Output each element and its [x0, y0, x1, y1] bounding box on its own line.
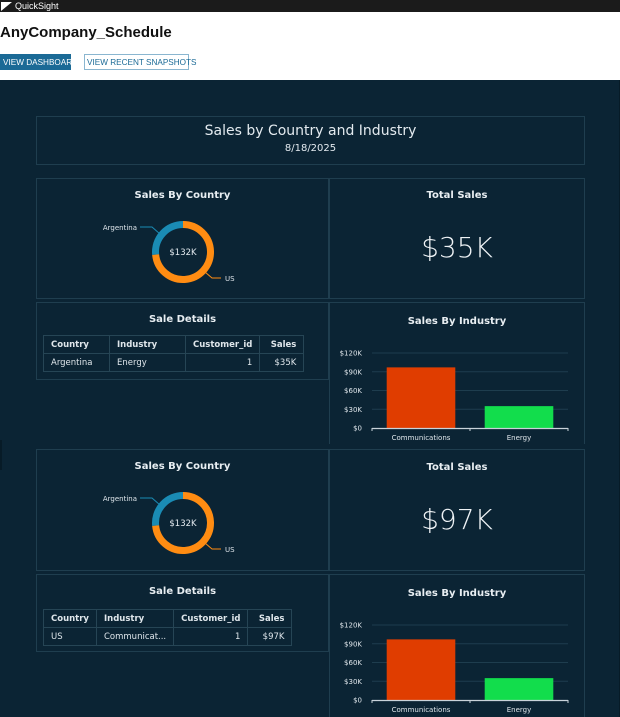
leader-line-us	[204, 542, 221, 550]
y-tick-label: $0	[353, 697, 362, 705]
donut-label-us: US	[225, 275, 235, 283]
x-tick-label: Communications	[392, 434, 451, 442]
sales-by-industry-panel: Sales By Industry $0 $30K $60K $90K $120K Com…	[329, 302, 585, 444]
donut-center-label: $132K	[169, 248, 197, 258]
donut-slice-argentina[interactable]	[152, 492, 184, 526]
bar-energy[interactable]	[484, 406, 554, 428]
x-tick-label: Communications	[392, 706, 451, 714]
bar-communications[interactable]	[386, 367, 456, 428]
column-header-industry[interactable]: Industry	[95, 609, 175, 628]
x-tick-label: Energy	[507, 706, 532, 714]
leader-line-argentina	[140, 497, 161, 506]
app-name: QuickSight	[15, 1, 59, 11]
donut-label-argentina: Argentina	[103, 495, 137, 503]
dashboard-date: 8/18/2025	[284, 143, 337, 154]
view-recent-snapshots-button[interactable]: VIEW RECENT SNAPSHOTS	[84, 54, 197, 70]
y-tick-label: $0	[353, 425, 362, 433]
donut-slice-us[interactable]	[152, 221, 214, 283]
table-row[interactable]: Argentina Energy 1 $35K	[43, 353, 305, 372]
panel-title: Sales By Country	[134, 190, 231, 201]
column-header-country[interactable]: Country	[43, 609, 97, 628]
donut-label-us: US	[225, 546, 235, 554]
column-header-industry[interactable]: Industry	[109, 335, 186, 354]
column-header-customer-id[interactable]: Customer_id	[173, 609, 249, 628]
panel-title: Sale Details	[148, 586, 217, 597]
bar-communications[interactable]	[386, 639, 456, 700]
donut-label-argentina: Argentina	[103, 224, 137, 232]
panel-title: Sales By Industry	[407, 316, 507, 327]
table-row[interactable]: US Communicat... 1 $97K	[43, 627, 293, 646]
donut-chart: $132K Argentina US	[103, 221, 235, 283]
sale-details-panel: Sale Details Country Industry Customer_i…	[36, 302, 329, 380]
leader-line-argentina	[140, 226, 161, 235]
donut-slice-argentina[interactable]	[152, 221, 184, 255]
bar-energy[interactable]	[484, 678, 554, 700]
view-dashboard-button[interactable]: VIEW DASHBOARD	[0, 54, 78, 70]
total-sales-panel: Total Sales $35K	[329, 178, 585, 299]
cell-industry: Energy	[109, 353, 186, 372]
column-header-country[interactable]: Country	[43, 335, 110, 354]
leader-line-us	[204, 271, 221, 279]
sale-details-panel: Sale Details Country Industry Customer_i…	[36, 574, 329, 652]
donut-center-label: $132K	[169, 519, 197, 529]
quicksight-logo-icon	[1, 1, 12, 11]
panel-title: Total Sales	[426, 190, 488, 201]
y-tick-label: $120K	[340, 622, 363, 630]
sales-by-country-panel: Sales By Country $132K Argentina US	[36, 449, 329, 571]
dashboard-canvas: Sales by Country and Industry 8/18/2025 …	[0, 80, 620, 717]
sales-by-country-panel: Sales By Country $132K Argentina US	[36, 178, 329, 299]
cell-country: Argentina	[43, 353, 110, 372]
y-tick-label: $120K	[340, 350, 363, 358]
page-title: AnyCompany_Schedule	[0, 24, 172, 41]
column-header-customer-id[interactable]: Customer_id	[184, 335, 261, 354]
table-header-row: Country Industry Customer_id Sales	[43, 335, 305, 354]
app-topbar: QuickSight	[0, 0, 620, 12]
y-tick-label: $60K	[344, 387, 362, 395]
panel-title: Sale Details	[148, 314, 217, 325]
total-sales-value: $97K	[421, 503, 493, 536]
y-tick-label: $30K	[344, 406, 362, 414]
x-tick-label: Energy	[507, 434, 532, 442]
panel-title: Sales By Industry	[407, 588, 507, 599]
cell-country: US	[43, 627, 97, 646]
cell-industry: Communicat...	[95, 627, 175, 646]
dashboard-title: Sales by Country and Industry	[204, 123, 417, 139]
y-tick-label: $30K	[344, 678, 362, 686]
column-header-sales[interactable]: Sales	[259, 335, 305, 354]
panel-title: Sales By Country	[134, 461, 231, 472]
total-sales-value: $35K	[421, 231, 493, 264]
bar-chart: $0 $30K $60K $90K $120K Communications Energy	[340, 350, 569, 442]
snapshot-seam	[0, 440, 2, 470]
cell-sales: $35K	[259, 353, 305, 372]
y-tick-label: $90K	[344, 368, 362, 376]
sale-details-table: Country Industry Customer_id Sales US Co…	[43, 609, 293, 646]
donut-chart: $132K Argentina US	[103, 492, 235, 554]
bar-chart: $0 $30K $60K $90K $120K Communications Energy	[340, 622, 569, 714]
cell-sales: $97K	[247, 627, 293, 646]
y-tick-label: $60K	[344, 659, 362, 667]
sale-details-table: Country Industry Customer_id Sales Argen…	[43, 335, 305, 372]
total-sales-panel: Total Sales $97K	[329, 449, 585, 571]
table-header-row: Country Industry Customer_id Sales	[43, 609, 293, 628]
panel-title: Total Sales	[426, 462, 488, 473]
donut-slice-us[interactable]	[152, 492, 214, 554]
cell-customer-id: 1	[184, 353, 261, 372]
sales-by-industry-panel: Sales By Industry $0 $30K $60K $90K $120K Com…	[329, 574, 585, 717]
column-header-sales[interactable]: Sales	[247, 609, 293, 628]
dashboard-header-panel: Sales by Country and Industry 8/18/2025	[36, 116, 585, 165]
y-tick-label: $90K	[344, 640, 362, 648]
cell-customer-id: 1	[173, 627, 249, 646]
